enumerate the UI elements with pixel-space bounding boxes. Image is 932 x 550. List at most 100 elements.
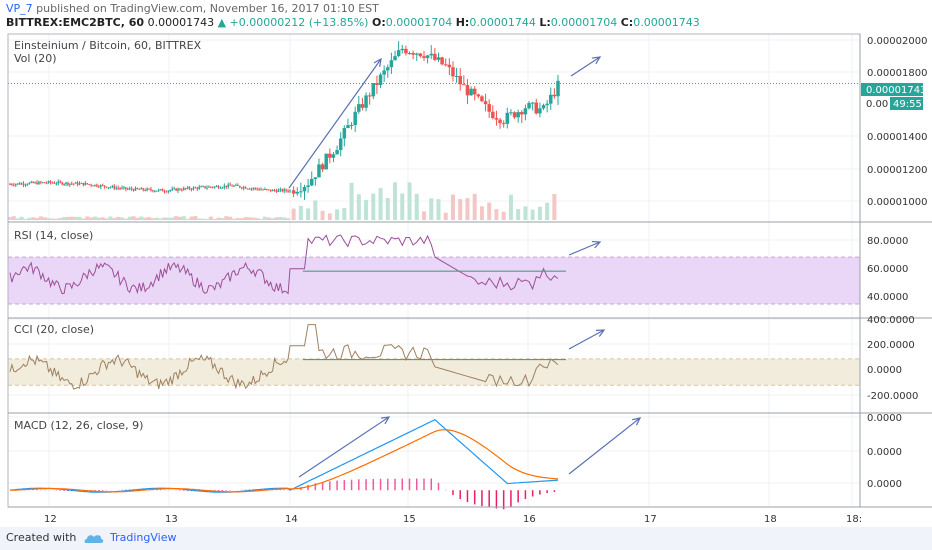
volume-bar xyxy=(286,218,291,220)
volume-bar xyxy=(23,218,28,220)
candle-body xyxy=(134,187,137,191)
price-tick: 0.00001200 xyxy=(867,165,927,176)
candle-body xyxy=(42,182,44,184)
volume-bar xyxy=(335,209,340,220)
open-value: 0.00001704 xyxy=(385,16,453,29)
volume-bar xyxy=(422,211,426,220)
candle-body xyxy=(171,188,174,191)
volume-bar xyxy=(247,217,252,220)
volume-bar xyxy=(108,216,113,220)
candle-body xyxy=(82,182,85,186)
volume-bar xyxy=(450,194,455,220)
volume-bar xyxy=(65,216,70,220)
candle-body xyxy=(256,188,258,190)
trend-arrow-head xyxy=(380,416,391,425)
candle-body xyxy=(353,111,357,126)
candle-body xyxy=(425,55,430,58)
candle-body xyxy=(520,112,524,115)
candle-body xyxy=(90,184,92,186)
candle-body xyxy=(219,187,222,189)
candle-body xyxy=(43,182,46,184)
candle-body xyxy=(302,186,307,192)
volume-bar xyxy=(212,218,217,220)
candle-body xyxy=(65,182,67,184)
volume-bar xyxy=(92,216,97,220)
candle-body xyxy=(154,190,156,192)
candle-body xyxy=(67,182,69,185)
volume-bar xyxy=(177,216,182,220)
candle-body xyxy=(367,95,372,97)
candle-body xyxy=(138,188,141,190)
candle-body xyxy=(422,56,426,58)
candle-body xyxy=(86,183,89,185)
volume-bar xyxy=(552,194,557,220)
chart-canvas[interactable]: Einsteinium / Bitcoin, 60, BITTREX Vol (… xyxy=(0,32,932,527)
candle-body xyxy=(217,186,220,188)
candle-body xyxy=(262,189,264,191)
volume-bar xyxy=(139,216,144,220)
candle-body xyxy=(440,57,444,65)
candle-body xyxy=(109,187,112,189)
high-value: 0.00001744 xyxy=(469,16,536,29)
candle-body xyxy=(404,48,408,54)
candle-body xyxy=(458,76,462,85)
candle-body xyxy=(121,187,123,189)
candle-body xyxy=(378,74,383,85)
candle-body xyxy=(146,188,148,191)
candle-body xyxy=(202,186,204,188)
candle-body xyxy=(364,95,368,108)
volume-bar xyxy=(501,211,506,220)
close-label: C: xyxy=(620,16,634,29)
candle-body xyxy=(541,105,546,109)
trend-arrow-shaft xyxy=(568,329,605,350)
macd-tick: 0.0000 xyxy=(867,413,902,424)
price-tick: 0.00001000 xyxy=(867,197,927,208)
volume-bar xyxy=(443,212,448,220)
candle-body xyxy=(40,181,42,183)
candle-body xyxy=(117,187,119,189)
candle-body xyxy=(159,189,162,191)
cci-line xyxy=(9,324,559,390)
candle-body xyxy=(382,70,386,75)
candle-body xyxy=(231,185,233,187)
created-with-text: Created with xyxy=(6,531,77,544)
volume-bar xyxy=(131,216,136,220)
candle-body xyxy=(177,188,179,191)
macd-tick: 0.0000 xyxy=(867,447,902,458)
candle-body xyxy=(498,119,502,124)
candle-body xyxy=(88,184,90,186)
volume-bar xyxy=(407,182,412,220)
candle-body xyxy=(45,182,48,184)
author-link[interactable]: VP_7 xyxy=(6,2,33,15)
x-tick: 12 xyxy=(44,514,57,525)
tradingview-brand-link[interactable]: TradingView xyxy=(110,531,177,544)
low-value: 0.00001704 xyxy=(550,16,618,29)
candle-body xyxy=(469,88,473,96)
volume-bar xyxy=(116,216,121,220)
cci-pane-title: CCI (20, close) xyxy=(14,323,94,336)
candle-body xyxy=(269,189,272,192)
candle-body xyxy=(11,184,13,186)
volume-bar xyxy=(216,217,221,220)
candle-body xyxy=(169,190,172,192)
candle-body xyxy=(167,190,170,192)
cci-tick: 0.0000 xyxy=(867,365,902,376)
candle-body xyxy=(113,186,116,189)
volume-bar xyxy=(197,218,202,220)
countdown-prefix: 0.00 xyxy=(866,99,888,110)
volume-bar xyxy=(220,218,225,220)
candle-body xyxy=(415,53,419,55)
candle-body xyxy=(229,184,231,186)
candle-body xyxy=(494,118,499,120)
candle-body xyxy=(16,183,19,185)
candle-body xyxy=(111,186,114,188)
candle-body xyxy=(28,182,31,185)
chart-header: VP_7 published on TradingView.com, Novem… xyxy=(0,0,932,32)
volume-bar xyxy=(224,216,229,220)
candle-body xyxy=(192,187,195,190)
volume-bar xyxy=(239,218,244,220)
candle-body xyxy=(105,186,108,188)
candle-body xyxy=(375,83,379,85)
indicator-bands xyxy=(8,256,860,386)
candle-body xyxy=(186,187,189,189)
